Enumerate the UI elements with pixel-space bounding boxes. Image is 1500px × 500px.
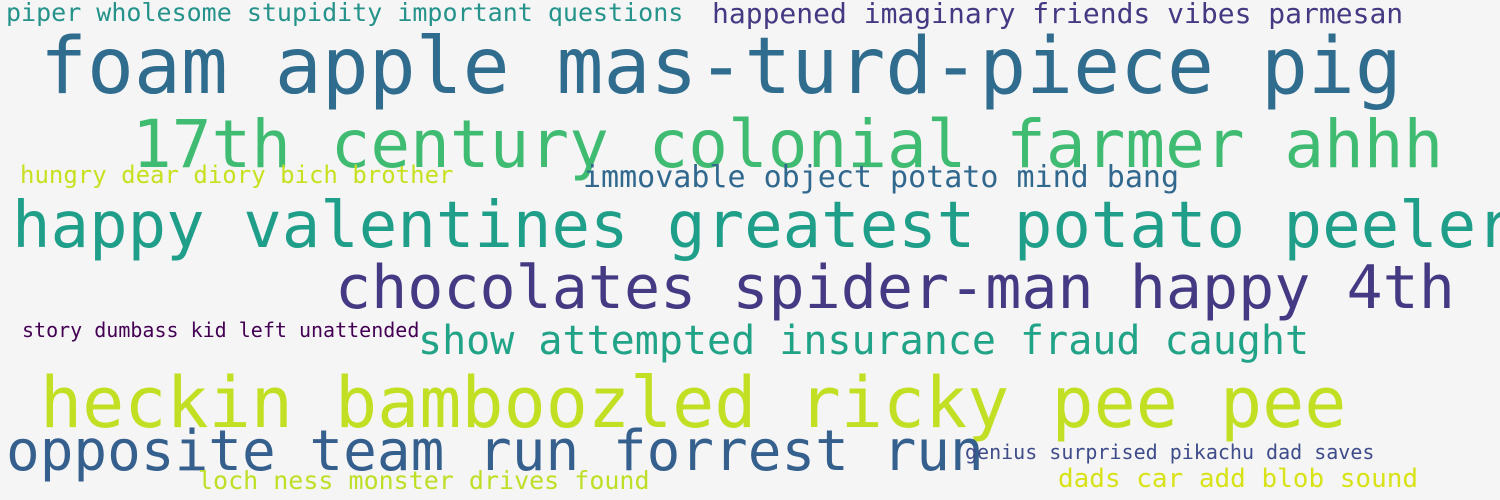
phrase-17th-century: 17th century colonial farmer ahhh (132, 106, 1444, 183)
phrase-piper-wholesome: piper wholesome stupidity important ques… (6, 0, 684, 27)
phrase-heckin-bamboozled: heckin bamboozled ricky pee pee (40, 362, 1347, 444)
phrase-happy-valentines: happy valentines greatest potato peeler (12, 189, 1500, 263)
phrase-dads-car: dads car add blob sound (1058, 464, 1419, 494)
phrase-immovable-object: immovable object potato mind bang (583, 160, 1180, 195)
phrase-loch-ness: loch ness monster drives found (198, 466, 650, 495)
phrase-opposite-team: opposite team run forrest run (6, 419, 984, 484)
phrase-story-dumbass: story dumbass kid left unattended (22, 318, 420, 342)
phrase-happened-imaginary: happened imaginary friends vibes parmesa… (712, 0, 1404, 30)
phrase-foam-apple: foam apple mas-turd-piece pig (40, 22, 1402, 112)
phrase-genius-surprised: genius surprised pikachu dad saves (965, 440, 1375, 464)
phrase-hungry-dear: hungry dear diory bich brother (20, 161, 454, 189)
phrase-chocolates-spider-man: chocolates spider-man happy 4th (335, 253, 1455, 323)
phrase-show-attempted: show attempted insurance fraud caught (418, 318, 1310, 364)
